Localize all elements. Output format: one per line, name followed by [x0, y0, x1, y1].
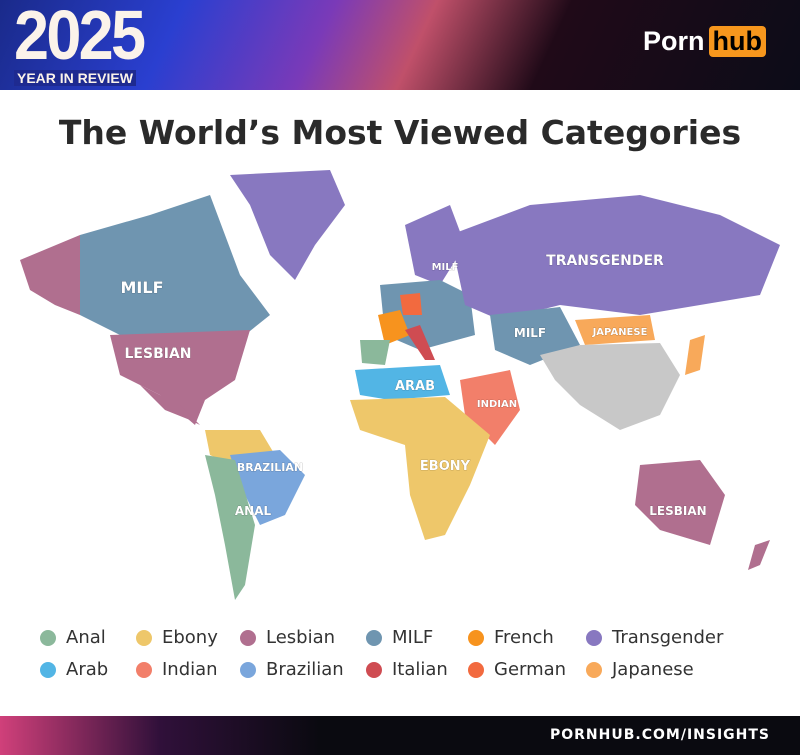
region-africa — [350, 397, 490, 540]
label-africa: EBONY — [420, 459, 471, 474]
legend-swatch — [468, 661, 484, 678]
label-arab: ARAB — [395, 379, 435, 394]
label-mongolia: JAPANESE — [592, 327, 648, 338]
legend-item: Lesbian — [240, 627, 366, 648]
region-germany — [400, 293, 422, 315]
label-india: INDIAN — [477, 399, 517, 410]
region-italy — [405, 325, 435, 360]
region-andes — [205, 455, 255, 600]
legend-item: Arab — [40, 659, 136, 680]
region-mongolia — [575, 315, 655, 345]
legend-item: Italian — [366, 659, 468, 680]
year-title: 2025 — [14, 0, 146, 74]
logo-right: hub — [708, 26, 766, 57]
region-australia — [635, 460, 725, 545]
legend-item: Ebony — [136, 627, 240, 648]
legend-swatch — [366, 661, 382, 678]
legend-swatch — [240, 629, 256, 646]
legend-item: Japanese — [586, 659, 736, 680]
legend-swatch — [586, 629, 602, 646]
label-kazakhstan: MILF — [514, 326, 546, 340]
region-alaska — [20, 235, 80, 315]
region-new-zealand — [748, 540, 770, 570]
region-greenland — [230, 170, 345, 280]
legend: Anal Ebony Lesbian MILF French Transgender Ara… — [40, 627, 736, 680]
legend-swatch — [40, 629, 56, 646]
legend-swatch — [366, 629, 382, 646]
year-in-review-label: YEAR IN REVIEW — [14, 70, 136, 86]
legend-swatch — [240, 661, 256, 678]
legend-label: Indian — [162, 659, 218, 680]
label-brazil: BRAZILIAN — [237, 461, 303, 474]
header-banner: 2025 YEAR IN REVIEW Porn hub — [0, 0, 800, 90]
region-arab — [355, 365, 450, 400]
page-title: The World’s Most Viewed Categories — [58, 113, 742, 152]
legend-label: Brazilian — [266, 659, 344, 680]
legend-label: Arab — [66, 659, 109, 680]
legend-label: MILF — [392, 627, 434, 648]
logo-left: Porn — [643, 26, 705, 56]
legend-label: Transgender — [612, 627, 724, 648]
region-iberia — [360, 340, 390, 365]
world-map: MILF LESBIAN BRAZILIAN ANAL ARAB INDIAN … — [20, 170, 780, 600]
legend-item: MILF — [366, 627, 468, 648]
label-usa: LESBIAN — [125, 346, 192, 362]
legend-item: Transgender — [586, 627, 736, 648]
region-france — [378, 310, 410, 345]
legend-item: German — [468, 659, 586, 680]
label-scandinavia: MILF — [432, 262, 459, 273]
legend-swatch — [586, 661, 602, 678]
legend-label: Lesbian — [266, 627, 336, 648]
region-japan — [685, 335, 705, 375]
legend-label: French — [494, 627, 554, 648]
label-australia: LESBIAN — [649, 504, 706, 518]
label-canada: MILF — [121, 278, 164, 297]
legend-label: Italian — [392, 659, 448, 680]
region-russia — [450, 195, 780, 320]
legend-label: Ebony — [162, 627, 218, 648]
legend-item: French — [468, 627, 586, 648]
legend-swatch — [468, 629, 484, 646]
legend-swatch — [136, 661, 152, 678]
footer-bar: PORNHUB.COM/INSIGHTS — [0, 716, 800, 755]
legend-item: Brazilian — [240, 659, 366, 680]
region-mexico — [140, 385, 200, 425]
legend-swatch — [40, 661, 56, 678]
legend-item: Anal — [40, 627, 136, 648]
footer-link[interactable]: PORNHUB.COM/INSIGHTS — [549, 727, 770, 743]
region-central-asia — [490, 307, 580, 365]
label-russia: TRANSGENDER — [546, 253, 664, 269]
brand-logo: Porn hub — [643, 26, 766, 57]
label-argentina: ANAL — [235, 504, 272, 518]
region-brazil — [230, 450, 305, 525]
legend-item: Indian — [136, 659, 240, 680]
region-usa — [110, 330, 250, 425]
legend-swatch — [136, 629, 152, 646]
region-india — [460, 370, 520, 445]
region-scandinavia — [405, 205, 465, 285]
region-china — [540, 343, 680, 430]
legend-label: Japanese — [612, 659, 694, 680]
region-canada — [80, 195, 270, 335]
legend-label: German — [494, 659, 567, 680]
legend-label: Anal — [66, 627, 106, 648]
